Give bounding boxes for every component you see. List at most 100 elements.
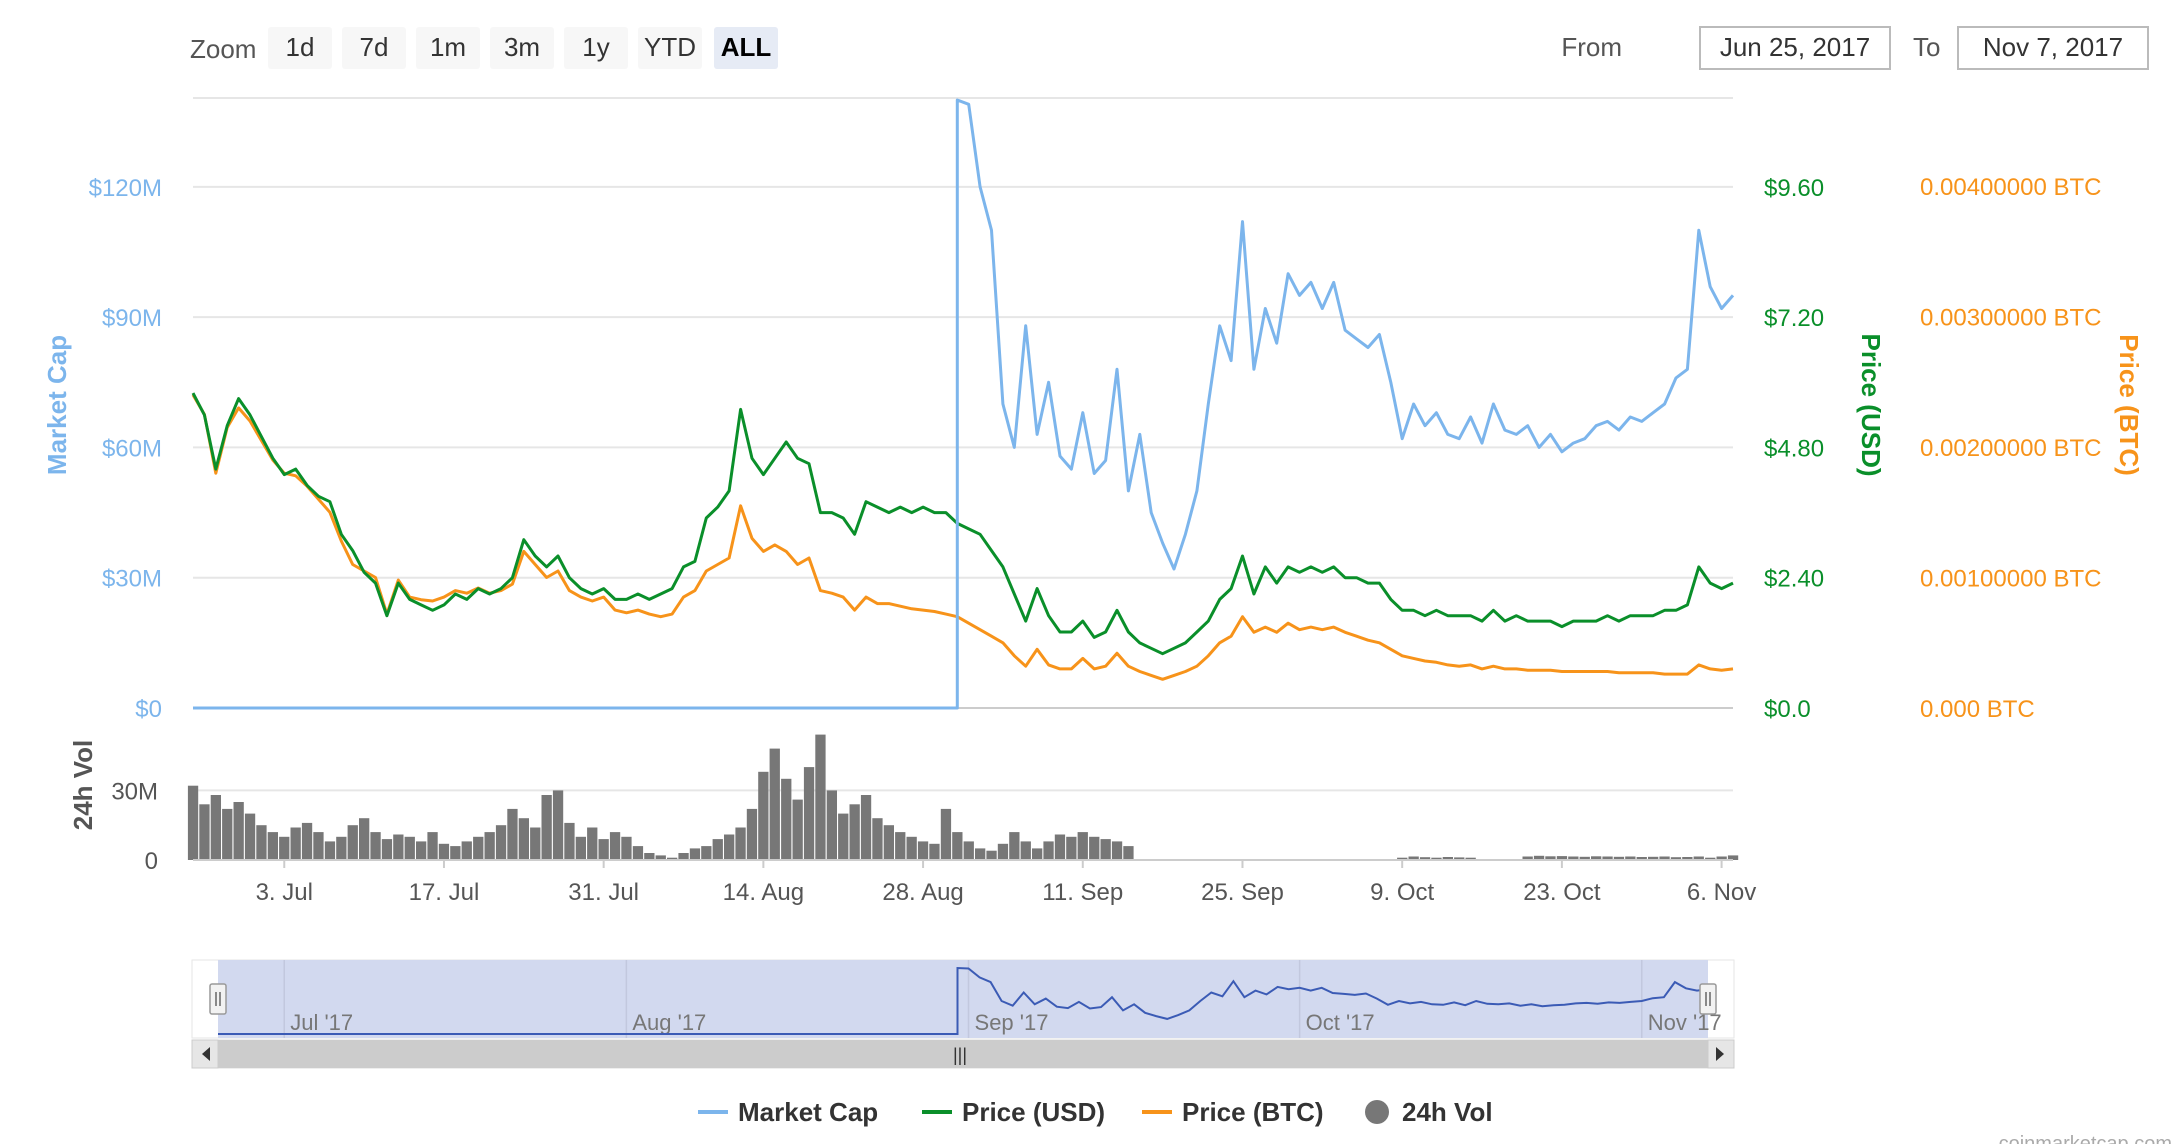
volume-bar[interactable]	[1111, 841, 1123, 860]
zoom-button-1d[interactable]	[268, 27, 332, 69]
volume-bar[interactable]	[940, 808, 952, 860]
volume-bar[interactable]	[769, 748, 780, 860]
volume-bar[interactable]	[860, 795, 872, 860]
volume-bar[interactable]	[473, 836, 484, 860]
volume-bar[interactable]	[1431, 857, 1442, 860]
volume-bar[interactable]	[222, 808, 233, 860]
volume-bar[interactable]	[712, 839, 723, 860]
volume-bar[interactable]	[1545, 856, 1556, 860]
volume-bar[interactable]	[598, 839, 609, 860]
volume-bar[interactable]	[1100, 839, 1111, 860]
volume-bar[interactable]	[632, 846, 644, 860]
zoom-button-3m[interactable]	[490, 27, 554, 69]
volume-bar[interactable]	[290, 827, 301, 861]
volume-bar[interactable]	[427, 832, 438, 860]
volume-bar[interactable]	[313, 832, 324, 860]
volume-bar[interactable]	[746, 808, 758, 860]
volume-bar[interactable]	[906, 836, 917, 860]
volume-bar[interactable]	[1568, 856, 1579, 861]
volume-bar[interactable]	[461, 841, 472, 860]
volume-bar[interactable]	[1659, 856, 1670, 861]
volume-bar[interactable]	[609, 832, 621, 860]
volume-bar[interactable]	[975, 848, 986, 860]
legend-item-market-cap[interactable]: Market Cap	[698, 1097, 878, 1127]
legend-item-price-usd[interactable]: Price (USD)	[922, 1097, 1105, 1127]
volume-bar[interactable]	[1727, 855, 1739, 860]
volume-bar[interactable]	[1579, 856, 1590, 861]
volume-bar[interactable]	[689, 848, 701, 860]
volume-bar[interactable]	[917, 841, 929, 860]
volume-bar[interactable]	[301, 822, 313, 860]
credit-text[interactable]: coinmarketcap.com	[1999, 1133, 2172, 1144]
volume-bar[interactable]	[929, 843, 940, 861]
from-date-input[interactable]	[1699, 26, 1891, 70]
volume-bar[interactable]	[952, 832, 963, 860]
price-btc-line[interactable]	[191, 394, 1734, 681]
volume-bar[interactable]	[895, 832, 906, 860]
volume-bar[interactable]	[267, 832, 278, 860]
volume-bar[interactable]	[1636, 857, 1647, 860]
volume-bar[interactable]	[1648, 856, 1659, 861]
volume-bar[interactable]	[1009, 832, 1020, 860]
volume-bar[interactable]	[530, 827, 541, 861]
volume-bar[interactable]	[1408, 856, 1419, 861]
volume-bar[interactable]	[1066, 836, 1077, 860]
volume-bar[interactable]	[187, 785, 199, 860]
volume-bar[interactable]	[849, 804, 860, 860]
volume-bar[interactable]	[883, 825, 894, 860]
volume-bar[interactable]	[541, 795, 552, 860]
to-date-input[interactable]	[1957, 26, 2149, 70]
volume-bar[interactable]	[1613, 856, 1625, 861]
zoom-button-7d[interactable]	[342, 27, 406, 69]
volume-bar[interactable]	[393, 834, 404, 861]
volume-bar[interactable]	[1682, 857, 1693, 860]
volume-bar[interactable]	[484, 832, 495, 860]
volume-bar[interactable]	[1705, 857, 1716, 860]
navigator[interactable]: Jul '17 Aug '17 Sep '17 Oct '17 Nov '17	[191, 959, 1735, 1039]
navigator-selection[interactable]	[218, 960, 1708, 1038]
volume-bar[interactable]	[404, 836, 415, 860]
price-usd-line[interactable]	[191, 392, 1734, 656]
volume-bar[interactable]	[1522, 856, 1533, 861]
zoom-button-1m[interactable]	[416, 27, 480, 69]
volume-bar[interactable]	[701, 846, 712, 860]
zoom-button-1y[interactable]	[564, 27, 628, 69]
volume-bar[interactable]	[1043, 841, 1054, 860]
volume-bar[interactable]	[1032, 848, 1043, 860]
volume-bar[interactable]	[1625, 856, 1636, 861]
volume-bar[interactable]	[507, 808, 518, 860]
volume-bar[interactable]	[1077, 832, 1088, 860]
volume-bar[interactable]	[667, 857, 678, 860]
volume-bar[interactable]	[1556, 856, 1568, 860]
volume-bar[interactable]	[564, 822, 575, 860]
volume-bar[interactable]	[359, 818, 370, 860]
volume-bar[interactable]	[518, 818, 529, 860]
volume-bar[interactable]	[1089, 836, 1100, 860]
volume-bar[interactable]	[279, 836, 290, 860]
volume-bar[interactable]	[336, 836, 347, 860]
volume-bar[interactable]	[792, 799, 803, 860]
zoom-button-all[interactable]	[714, 27, 778, 69]
volume-bar[interactable]	[1054, 834, 1066, 861]
scrollbar-thumb[interactable]	[218, 1040, 1708, 1068]
scrollbar[interactable]: |||	[191, 1039, 1735, 1069]
volume-bar[interactable]	[815, 734, 826, 860]
volume-bar[interactable]	[381, 839, 393, 860]
volume-bar[interactable]	[678, 853, 689, 860]
volume-bar[interactable]	[826, 790, 837, 860]
volume-bar[interactable]	[1716, 856, 1727, 861]
volume-bar[interactable]	[199, 804, 210, 860]
navigator-right-handle[interactable]	[1699, 983, 1717, 1015]
volume-bar[interactable]	[347, 825, 358, 860]
volume-bar[interactable]	[781, 778, 792, 861]
volume-bar[interactable]	[803, 767, 815, 860]
volume-bar[interactable]	[1020, 841, 1031, 860]
volume-bar[interactable]	[587, 827, 598, 861]
scroll-left-button[interactable]	[191, 1039, 219, 1069]
volume-bar[interactable]	[1454, 857, 1465, 860]
volume-bar[interactable]	[1591, 856, 1602, 860]
volume-bar[interactable]	[552, 790, 564, 860]
volume-bar[interactable]	[416, 841, 427, 860]
volume-bar[interactable]	[210, 795, 221, 860]
volume-bar[interactable]	[758, 771, 769, 860]
